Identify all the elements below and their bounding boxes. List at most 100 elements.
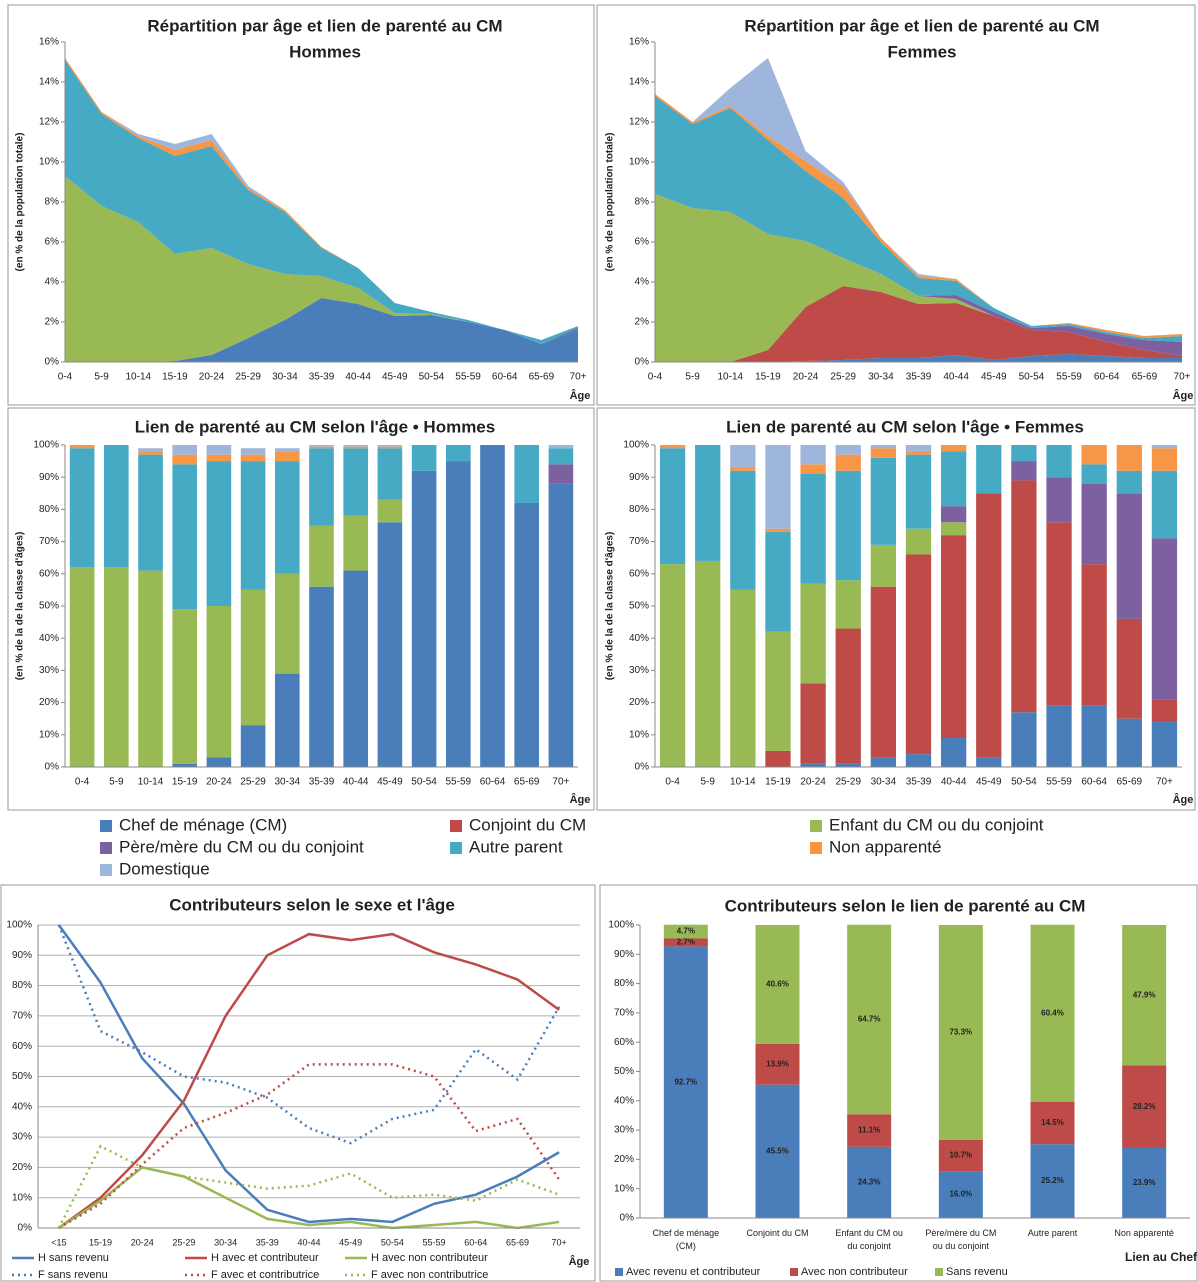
bar-segment <box>69 445 95 449</box>
bar-segment <box>940 738 967 767</box>
bar-segment <box>1046 522 1072 706</box>
x-tick-label: 25-29 <box>830 372 856 383</box>
x-tick-label: Non apparenté <box>1114 1228 1174 1238</box>
y-tick-label: 30% <box>39 665 59 676</box>
bar-segment <box>976 445 1002 494</box>
x-tick-label: 30-34 <box>275 777 301 788</box>
x-axis-title: Âge <box>570 793 591 806</box>
bar-segment <box>240 448 266 455</box>
bar-segment <box>1046 445 1072 478</box>
x-tick-label: 15-19 <box>172 777 198 788</box>
legend-swatch <box>100 864 112 876</box>
bar-segment <box>377 445 403 447</box>
x-tick-label: 25-29 <box>235 372 261 383</box>
y-tick-label: 10% <box>629 729 649 740</box>
bar-segment <box>847 1114 892 1147</box>
line <box>57 1144 560 1229</box>
legend-swatch <box>810 820 822 832</box>
bar-segment <box>309 445 334 447</box>
y-tick-label: 16% <box>629 37 649 48</box>
bar-segment <box>755 925 800 1044</box>
y-tick-label: 100% <box>33 440 59 451</box>
bar-segment <box>411 445 437 471</box>
bar-segment <box>480 445 505 767</box>
y-tick-label: 6% <box>635 237 650 248</box>
x-tick-label: 20-24 <box>800 777 826 788</box>
bar-segment <box>1081 564 1107 706</box>
legend-label: Enfant du CM ou du conjoint <box>829 815 1044 834</box>
y-tick-label: 0% <box>45 762 60 773</box>
y-tick-label: 50% <box>614 1066 634 1077</box>
y-tick-label: 12% <box>39 117 59 128</box>
y-tick-label: 2% <box>635 317 650 328</box>
x-tick-label: <15 <box>51 1237 66 1247</box>
y-tick-label: 20% <box>614 1154 634 1165</box>
x-tick-label: 60-64 <box>480 777 506 788</box>
bar-segment <box>659 445 686 449</box>
x-tick-label: 10-14 <box>138 777 164 788</box>
bar-segment <box>1081 445 1107 465</box>
y-tick-label: 90% <box>12 950 32 961</box>
bar-segment <box>800 464 826 474</box>
bar-segment <box>377 499 403 523</box>
bar-segment <box>695 445 721 561</box>
legend-label: Sans revenu <box>946 1266 1008 1278</box>
data-label: 13.9% <box>766 1059 789 1068</box>
bar-segment <box>206 445 232 455</box>
area <box>655 94 1182 338</box>
bar-segment <box>1011 712 1037 767</box>
legend-label: Avec revenu et contributeur <box>626 1266 761 1278</box>
legend-swatch <box>450 842 462 854</box>
legend-swatch <box>615 1268 623 1276</box>
bar-segment <box>1116 445 1142 471</box>
bar-segment <box>835 628 861 764</box>
bar-segment <box>240 725 266 767</box>
bar-segment <box>1116 470 1142 494</box>
x-tick-label: 35-39 <box>906 777 932 788</box>
data-label: 14.5% <box>1041 1118 1064 1127</box>
bar-segment <box>835 454 861 471</box>
panel <box>596 4 1196 406</box>
x-tick-label: 5-9 <box>109 777 124 788</box>
y-tick-label: 10% <box>629 157 649 168</box>
x-tick-label: 10-14 <box>125 372 151 383</box>
bar-segment <box>765 531 791 632</box>
bar-segment <box>1122 1147 1167 1218</box>
bar-segment <box>1122 925 1167 1066</box>
x-tick-label: 35-39 <box>906 372 932 383</box>
bar-segment <box>755 1084 800 1218</box>
x-tick-label: 0-4 <box>75 777 90 788</box>
bar-segment <box>206 606 232 758</box>
bar-segment <box>172 464 198 610</box>
y-tick-label: 40% <box>629 633 649 644</box>
x-tick-label: 60-64 <box>1081 777 1107 788</box>
bar-segment <box>663 938 708 947</box>
chart-title: Répartition par âge et lien de parenté a… <box>147 16 502 35</box>
line <box>57 924 560 1224</box>
bar-segment <box>274 673 300 767</box>
bar-segment <box>343 445 369 447</box>
bar-segment <box>274 451 300 462</box>
x-axis-title: Lien au Chef de Ménage <box>1125 1250 1198 1264</box>
x-tick-label: 45-49 <box>981 372 1007 383</box>
chart-title: Lien de parenté au CM selon l'âge • Femm… <box>726 417 1084 436</box>
data-label: 40.6% <box>766 980 789 989</box>
line <box>58 932 560 1230</box>
x-tick-label: 20-24 <box>131 1237 154 1247</box>
bar-segment <box>377 448 403 500</box>
bar-segment <box>659 564 686 767</box>
data-label: 23.9% <box>1133 1178 1156 1187</box>
data-label: 11.1% <box>858 1126 880 1135</box>
bar-segment <box>138 451 163 455</box>
bar-segment <box>240 589 266 726</box>
bar-segment <box>1116 493 1142 619</box>
bar-segment <box>309 525 334 587</box>
y-tick-label: 50% <box>39 601 59 612</box>
y-tick-label: 90% <box>614 949 634 960</box>
area <box>655 96 1182 342</box>
chart-subtitle: Femmes <box>888 42 957 61</box>
bar-segment <box>1151 445 1178 449</box>
y-tick-label: 20% <box>12 1162 32 1173</box>
y-tick-label: 40% <box>12 1101 32 1112</box>
bar-segment <box>172 445 198 455</box>
